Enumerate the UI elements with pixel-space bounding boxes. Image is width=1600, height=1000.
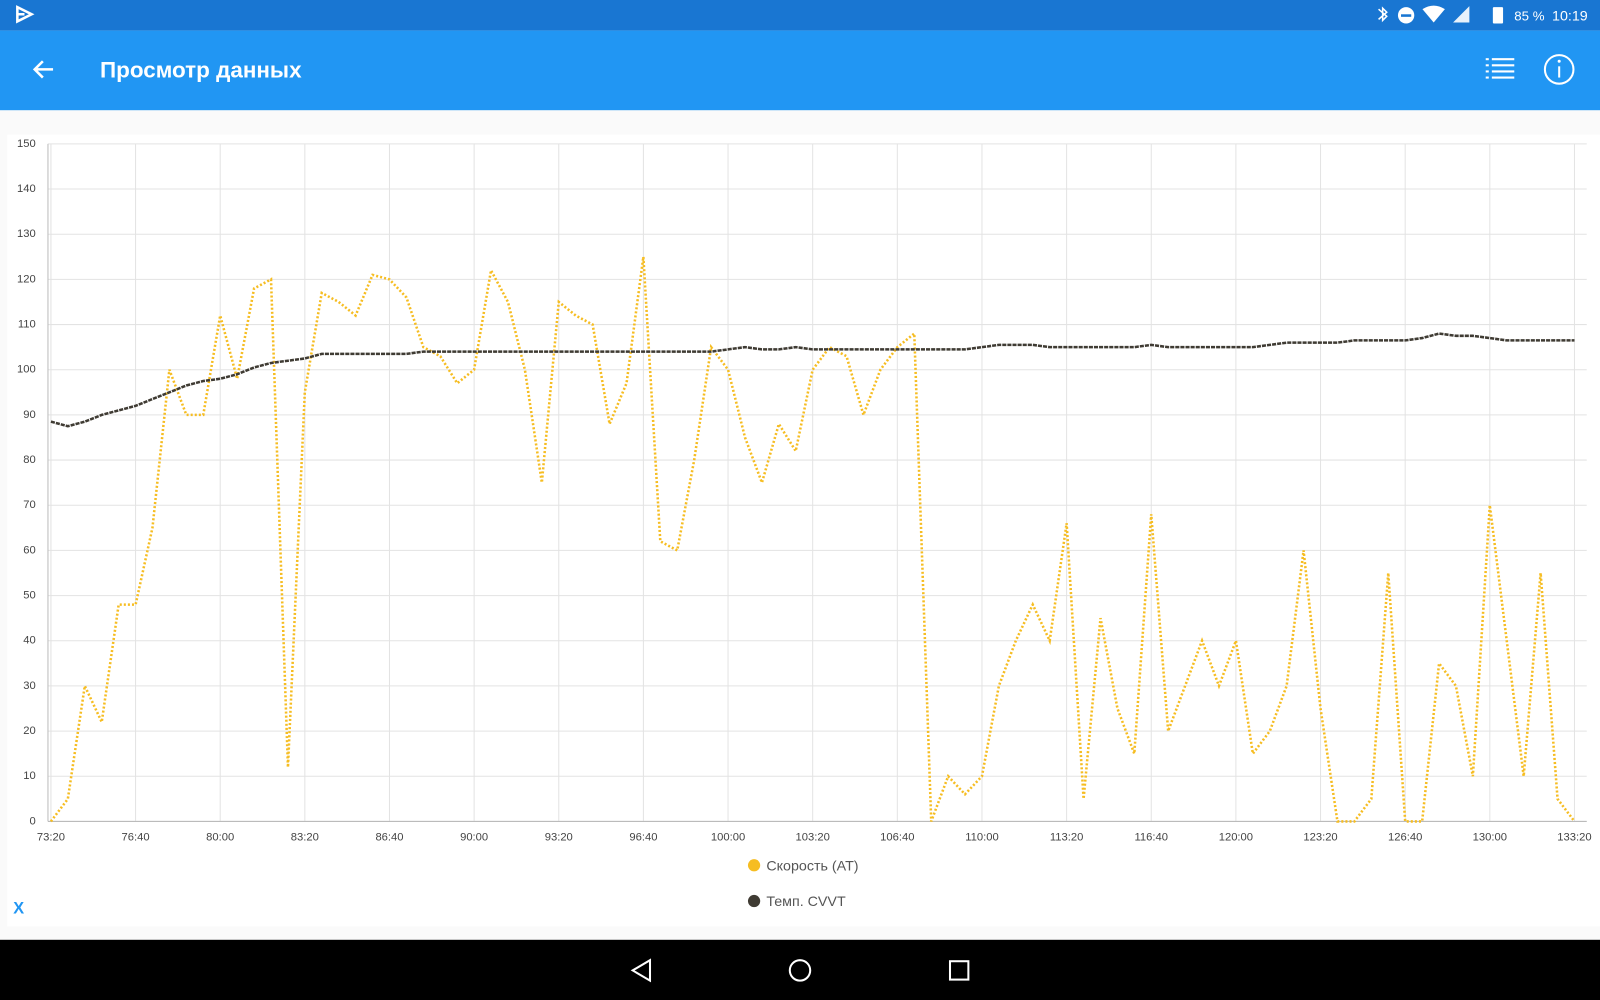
x-tick-label: 76:40	[122, 832, 150, 844]
nav-bar	[0, 939, 1600, 1000]
x-tick-label: 126:40	[1388, 832, 1422, 844]
y-tick-label: 0	[29, 815, 35, 827]
y-tick-label: 140	[17, 183, 36, 195]
x-tick-label: 123:20	[1303, 832, 1337, 844]
x-tick-label: 73:20	[37, 832, 65, 844]
y-tick-label: 10	[23, 770, 35, 782]
legend-label: Скорость (AT)	[766, 858, 858, 874]
nav-home[interactable]	[788, 959, 812, 982]
y-tick-label: 30	[23, 680, 35, 692]
y-tick-label: 20	[23, 725, 35, 737]
app-icon	[16, 5, 35, 24]
legend-swatch	[747, 894, 761, 908]
app-title: Просмотр данных	[100, 58, 302, 83]
info-button[interactable]	[1543, 54, 1575, 85]
y-tick-label: 100	[17, 364, 36, 376]
x-tick-label: 90:00	[460, 832, 488, 844]
x-tick-label: 113:20	[1050, 832, 1083, 844]
y-tick-label: 130	[17, 228, 36, 240]
y-tick-label: 70	[23, 499, 35, 511]
x-tick-label: 80:00	[206, 832, 234, 844]
x-tick-label: 96:40	[629, 832, 657, 844]
status-icons	[1378, 5, 1504, 24]
x-tick-label: 116:40	[1135, 832, 1168, 844]
status-bar	[0, 0, 1600, 31]
y-tick-label: 110	[18, 319, 36, 331]
x-tick-label: 100:00	[711, 832, 745, 844]
app-bar	[0, 30, 1600, 111]
plot: 0 10 20 30 40 50 60 70 80 90 100 110 120 130 140 150 73:…	[17, 138, 1592, 910]
legend-swatch	[747, 859, 761, 872]
x-tick-label: 120:00	[1219, 832, 1253, 844]
y-tick-label: 80	[23, 454, 35, 466]
battery-level: 85 %	[1514, 8, 1544, 23]
x-tick-label: 83:20	[291, 832, 319, 844]
x-tick-label: 130:00	[1473, 832, 1507, 844]
y-tick-label: 50	[23, 590, 35, 602]
x-tick-label: 133:20	[1557, 832, 1591, 844]
list-button[interactable]	[1485, 58, 1515, 79]
y-tick-label: 40	[23, 635, 35, 647]
x-tick-label: 86:40	[375, 832, 403, 844]
clock: 10:19	[1552, 8, 1588, 24]
x-tick-label: 93:20	[545, 832, 573, 844]
y-tick-label: 90	[23, 409, 35, 421]
y-tick-label: 120	[17, 273, 36, 285]
back-button[interactable]	[32, 60, 54, 79]
x-button[interactable]: X	[13, 899, 24, 917]
series-line	[49, 256, 1576, 823]
chart-panel	[7, 134, 1600, 927]
nav-back[interactable]	[630, 958, 652, 983]
x-tick-label: 103:20	[796, 832, 830, 844]
series-line	[50, 332, 1575, 428]
nav-recents[interactable]	[948, 960, 970, 981]
y-tick-label: 60	[23, 544, 35, 556]
legend-label: Темп. CVVT	[766, 894, 846, 910]
x-tick-label: 106:40	[880, 832, 914, 844]
x-tick-label: 110:00	[965, 832, 998, 844]
y-tick-label: 150	[17, 138, 36, 150]
